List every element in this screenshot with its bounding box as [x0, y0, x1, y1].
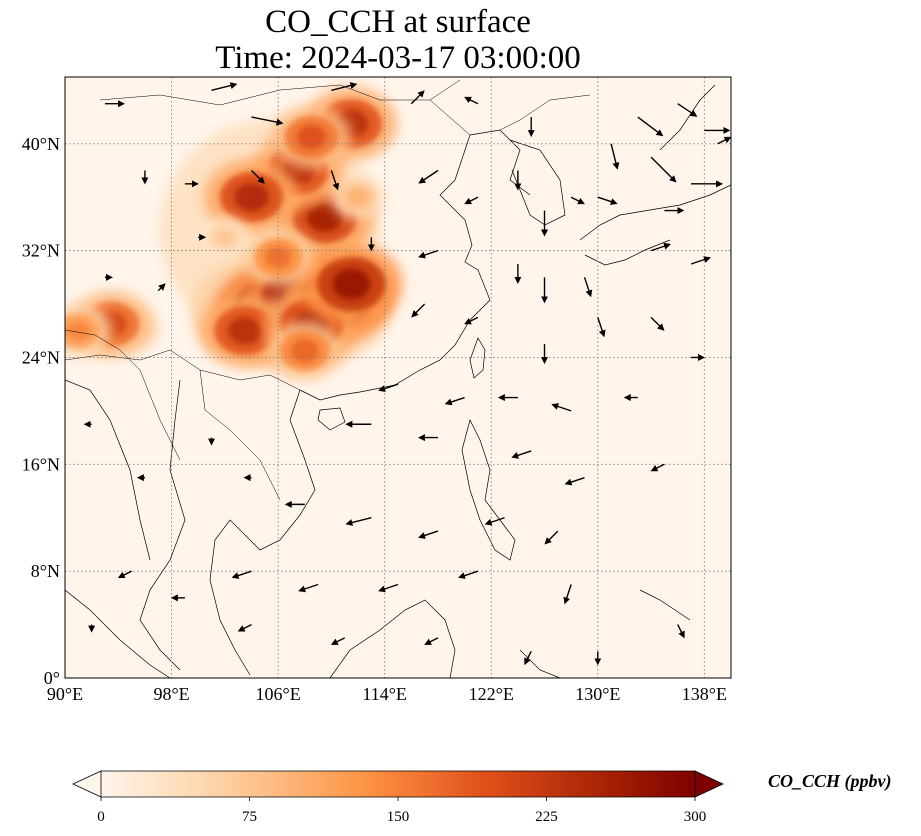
wind-arrow: [411, 303, 426, 318]
wind-arrow: [570, 196, 585, 205]
coastlines: [65, 84, 731, 678]
colorbar-tick-label: 300: [684, 809, 707, 825]
wind-arrow: [677, 624, 685, 639]
wind-arrow: [378, 583, 399, 593]
wind-arrow: [717, 136, 731, 145]
plume-10: [271, 104, 352, 170]
wind-arrow: [331, 82, 358, 92]
wind-arrow: [418, 249, 439, 259]
wind-arrow: [544, 530, 559, 545]
wind-arrow: [444, 396, 465, 406]
wind-arrow: [378, 383, 399, 392]
wind-arrow: [650, 316, 665, 331]
colorbar-tick-label: 225: [535, 809, 558, 825]
wind-arrow: [410, 90, 425, 105]
x-tick-label: 106°E: [256, 684, 301, 704]
plume-14: [200, 217, 250, 258]
wind-arrow: [650, 463, 665, 472]
wind-arrow: [690, 256, 711, 265]
x-tick-label: 114°E: [362, 684, 407, 704]
x-tick-label: 130°E: [575, 684, 620, 704]
wind-arrow: [563, 584, 572, 605]
wind-vectors: [83, 82, 731, 666]
y-tick-label: 40°N: [22, 134, 60, 154]
wind-arrow: [677, 103, 698, 117]
x-tick-label: 122°E: [469, 684, 514, 704]
wind-arrow: [237, 623, 252, 632]
y-tick-label: 24°N: [22, 347, 60, 367]
graticule: [65, 77, 731, 678]
plume-16: [330, 175, 386, 220]
wind-arrow: [250, 169, 265, 184]
wind-arrow: [484, 517, 505, 526]
colorbar: 0 75 150 225 300: [72, 770, 724, 825]
wind-arrow: [211, 82, 238, 92]
wind-arrow: [583, 277, 593, 298]
wind-arrow: [418, 530, 439, 539]
wind-arrow: [458, 570, 479, 579]
wind-arrow: [345, 517, 372, 526]
x-axis-ticks: 90°E 98°E 106°E 114°E 122°E 130°E 138°E: [47, 684, 727, 704]
wind-arrow: [650, 242, 671, 252]
colorbar-label: CO_CCH (ppbv): [768, 771, 892, 791]
y-tick-label: 0°: [44, 668, 60, 688]
wind-arrow: [157, 283, 166, 292]
wind-arrow: [464, 96, 479, 105]
map-background: [65, 77, 731, 678]
x-tick-label: 90°E: [47, 684, 83, 704]
wind-arrow: [330, 637, 346, 645]
plume-15: [267, 320, 343, 381]
x-tick-label: 98°E: [153, 684, 189, 704]
plume-8: [204, 159, 299, 235]
wind-arrow: [597, 317, 606, 338]
wind-arrow: [464, 196, 479, 205]
wind-arrow: [298, 583, 319, 593]
wind-arrow: [597, 196, 618, 205]
colorbar-tick-label: 150: [387, 809, 410, 825]
wind-arrow: [511, 450, 532, 459]
y-tick-label: 32°N: [22, 241, 60, 261]
wind-arrow: [564, 477, 585, 486]
x-tick-label: 138°E: [682, 684, 727, 704]
concentration-field: [65, 87, 403, 381]
wind-arrow: [330, 170, 340, 191]
wind-arrow: [117, 570, 132, 579]
colorbar-extend-high: [694, 770, 724, 798]
wind-arrow: [650, 156, 677, 183]
wind-arrow: [637, 116, 664, 137]
wind-arrow: [251, 116, 284, 126]
plume-5: [299, 242, 403, 326]
wind-arrow: [464, 316, 479, 325]
map-title-line1: CO_CCH at surface: [265, 4, 531, 40]
map-frame: [64, 76, 732, 679]
y-tick-label: 16°N: [22, 454, 60, 474]
wind-arrow: [551, 403, 572, 412]
colorbar-extend-low: [72, 770, 102, 798]
wind-arrow: [610, 143, 620, 170]
map-title-line2: Time: 2024-03-17 03:00:00: [215, 40, 581, 76]
colorbar-ticks: 0 75 150 225 300: [97, 797, 706, 825]
y-tick-label: 8°N: [31, 561, 60, 581]
colorbar-tick-label: 75: [242, 809, 257, 825]
wind-arrow: [424, 637, 439, 645]
colorbar-tick-label: 0: [97, 809, 105, 825]
plume-12: [65, 304, 112, 358]
wind-arrow: [524, 650, 532, 666]
wind-arrow: [418, 169, 439, 184]
colorbar-body: [101, 771, 695, 797]
country-borders: [65, 79, 591, 501]
y-axis-ticks: 0° 8°N 16°N 24°N 32°N 40°N: [22, 134, 60, 688]
wind-arrow: [231, 570, 252, 579]
